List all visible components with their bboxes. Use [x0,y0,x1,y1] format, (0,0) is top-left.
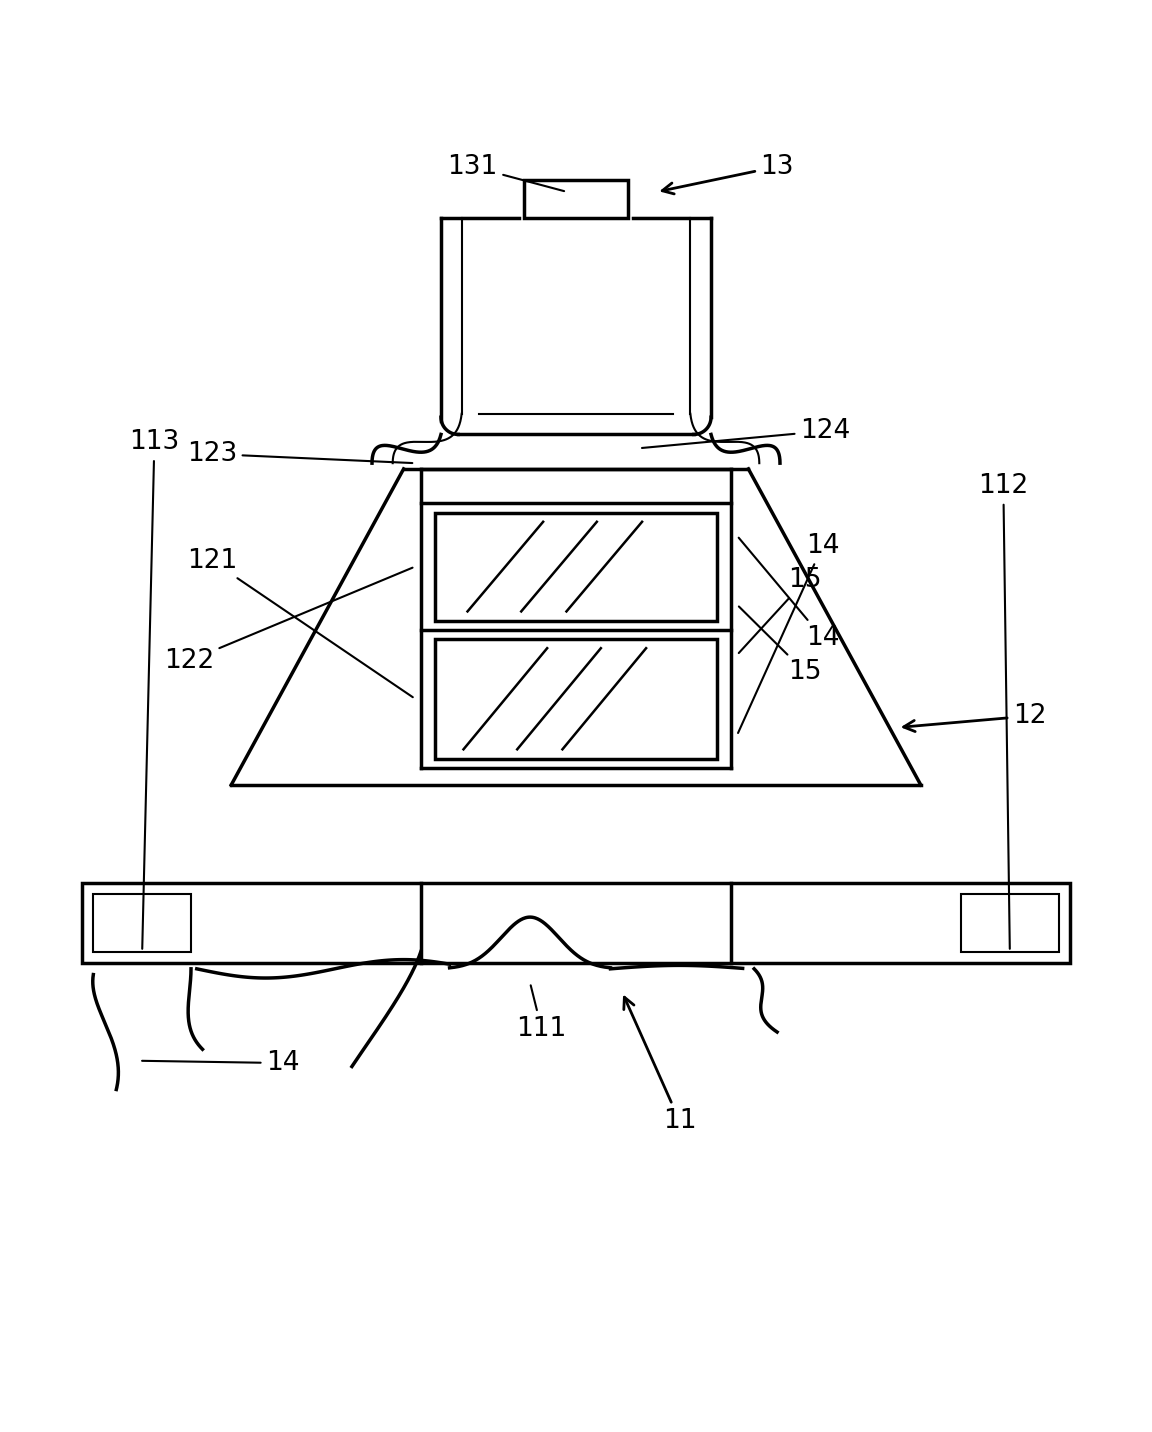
Text: 15: 15 [738,607,823,686]
Text: 14: 14 [142,1050,300,1075]
Bar [524,180,628,219]
Text: 14: 14 [738,533,840,733]
Text: 15: 15 [738,567,823,653]
Text: 14: 14 [738,537,840,652]
Bar [961,894,1059,952]
Text: 131: 131 [447,153,564,190]
Text: 123: 123 [187,441,412,467]
Bar [82,882,1070,964]
Text: 122: 122 [164,567,412,674]
Text: 124: 124 [642,418,850,448]
Text: 13: 13 [662,153,794,193]
Text: 112: 112 [978,473,1029,949]
Text: 111: 111 [516,985,567,1041]
Text: 11: 11 [624,997,696,1134]
Bar [93,894,191,952]
Bar [434,513,718,620]
Text: 121: 121 [187,548,412,697]
Text: 12: 12 [903,703,1046,732]
Bar [434,639,718,759]
Text: 113: 113 [129,430,180,949]
